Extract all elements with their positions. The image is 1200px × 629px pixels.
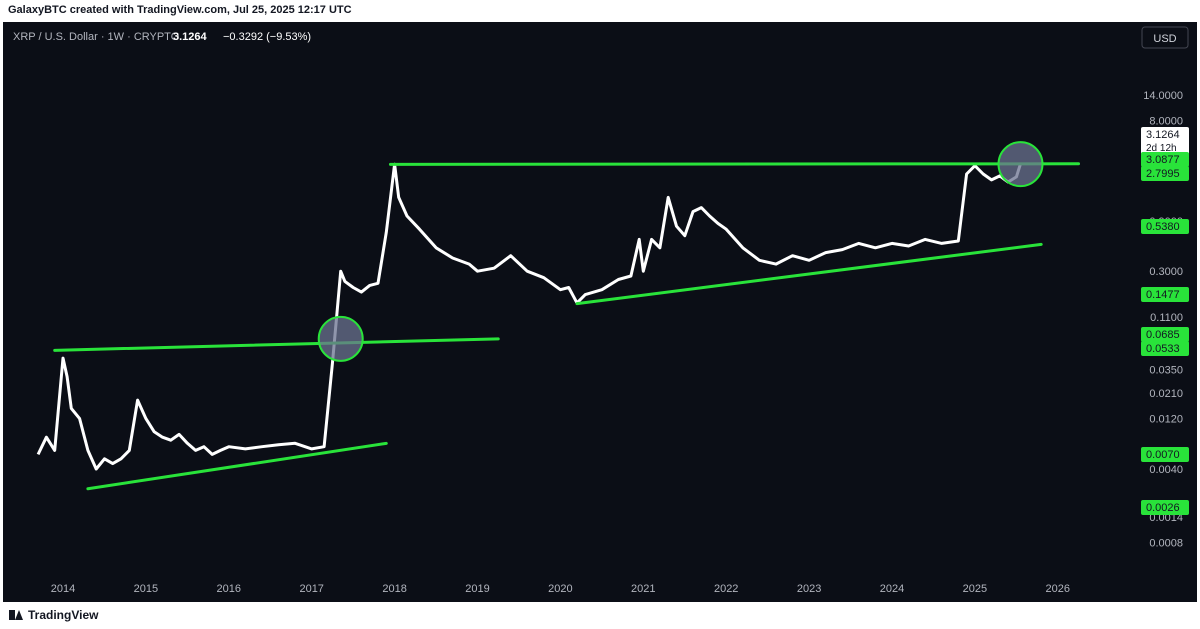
price-label-box <box>1141 327 1189 342</box>
last-price-label-box <box>1141 127 1189 155</box>
price-label: 0.1477 <box>1146 289 1180 301</box>
price-label: 2.7995 <box>1146 168 1180 180</box>
currency-button[interactable] <box>1141 26 1189 49</box>
chart-panel[interactable]: 2014 2015 2016 2017 2018 2019 2020 2021 2022 2023… <box>3 22 1197 602</box>
trendline[interactable] <box>53 337 500 352</box>
x-tick-label: 2025 <box>963 583 987 595</box>
y-tick-label: 0.0350 <box>1149 365 1183 377</box>
tradingview-logo[interactable]: TradingView <box>9 608 98 622</box>
price-label-box <box>1141 152 1189 167</box>
price-label-box <box>1141 287 1189 302</box>
price-label: 3.0877 <box>1146 154 1180 166</box>
y-tick-label: 0.0008 <box>1149 538 1183 550</box>
tradingview-logo-icon <box>9 610 24 620</box>
last-price-label: 3.1264 <box>1146 129 1180 141</box>
price-label: 0.0533 <box>1146 343 1180 355</box>
x-tick-label: 2023 <box>797 583 821 595</box>
price-label-box <box>1141 166 1189 181</box>
x-tick-label: 2024 <box>880 583 904 595</box>
attribution-bar: GalaxyBTC created with TradingView.com, … <box>0 0 1200 22</box>
price-label: 0.0685 <box>1146 329 1180 341</box>
x-tick-label: 2014 <box>51 583 75 595</box>
price-label: 0.0026 <box>1146 502 1180 514</box>
y-tick-label: 14.0000 <box>1143 90 1183 102</box>
y-tick-label: 0.0014 <box>1149 512 1183 524</box>
x-tick-label: 2019 <box>465 583 489 595</box>
x-tick-label: 2020 <box>548 583 572 595</box>
x-tick-label: 2017 <box>299 583 323 595</box>
x-tick-label: 2016 <box>217 583 241 595</box>
tradingview-brand: TradingView <box>28 608 99 622</box>
symbol-last-price: 3.1264 <box>173 31 208 43</box>
price-label-box <box>1141 219 1189 234</box>
trendline[interactable] <box>86 441 388 491</box>
y-tick-label: 0.0120 <box>1149 414 1183 426</box>
x-tick-label: 2022 <box>714 583 738 595</box>
price-label-box <box>1141 447 1189 462</box>
y-tick-label: 0.3000 <box>1149 266 1183 278</box>
x-tick-label: 2021 <box>631 583 655 595</box>
x-tick-label: 2026 <box>1046 583 1070 595</box>
price-label-box <box>1141 341 1189 356</box>
trendline[interactable] <box>388 162 1081 166</box>
highlight-circle[interactable] <box>317 315 364 362</box>
price-label-box <box>1141 500 1189 515</box>
symbol-title: XRP / U.S. Dollar · 1W · CRYPTO <box>13 31 180 43</box>
y-tick-label: 0.0040 <box>1149 464 1183 476</box>
footer-bar: TradingView <box>0 602 1200 629</box>
price-label: 0.0070 <box>1146 449 1180 461</box>
chart-background <box>3 22 1197 602</box>
highlight-circle[interactable] <box>997 141 1044 188</box>
x-tick-label: 2015 <box>134 583 158 595</box>
y-tick-label: 8.0000 <box>1149 116 1183 128</box>
y-tick-label: 0.0210 <box>1149 388 1183 400</box>
x-tick-label: 2018 <box>382 583 406 595</box>
trendline[interactable] <box>575 242 1043 306</box>
y-tick-label: 0.1100 <box>1150 312 1183 324</box>
price-label: 0.5380 <box>1146 221 1180 233</box>
symbol-change: −0.3292 (−9.53%) <box>223 31 311 43</box>
price-chart[interactable]: 2014 2015 2016 2017 2018 2019 2020 2021 2022 2023… <box>3 22 1197 602</box>
countdown-label: 2d 12h <box>1146 143 1177 154</box>
attribution-text: GalaxyBTC created with TradingView.com, … <box>8 4 352 16</box>
price-line[interactable] <box>36 162 1022 471</box>
currency-button-label: USD <box>1153 33 1176 45</box>
